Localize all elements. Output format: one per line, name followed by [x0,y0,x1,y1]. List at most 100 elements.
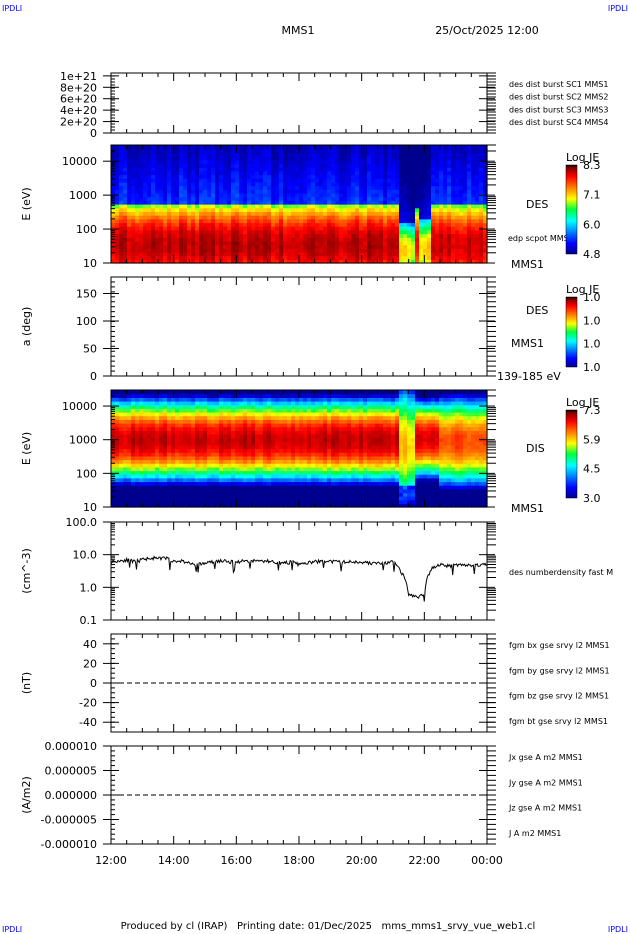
spectrogram-cell [467,259,472,264]
spectrogram-cell [471,181,476,187]
spectrogram-cell [147,222,152,227]
spectrogram-cell [219,422,224,428]
spectrogram-cell [139,255,144,260]
spectrogram-cell [447,200,452,205]
spectrogram-cell [287,248,292,253]
spectrogram-cell [355,233,360,238]
spectrogram-cell [427,248,432,253]
spectrogram-cell [375,229,380,235]
spectrogram-cell [263,390,268,395]
spectrogram-cell [119,251,124,257]
spectrogram-cell [211,240,216,246]
spectrogram-cell [119,255,124,260]
spectrogram-cell [111,218,116,224]
spectrogram-cell [455,174,460,179]
spectrogram-cell [295,167,300,172]
spectrogram-cell [299,499,304,504]
spectrogram-cell [311,496,316,501]
spectrogram-cell [199,411,204,417]
spectrogram-cell [199,448,204,453]
spectrogram-cell [279,181,284,187]
spectrogram-cell [327,226,332,231]
spectrogram-cell [231,251,236,257]
spectrogram-cell [131,251,136,257]
spectrogram-cell [267,393,272,398]
spectrogram-cell [483,185,488,190]
spectrogram-cell [131,148,136,153]
spectrogram-cell [259,481,264,486]
spectrogram-cell [191,496,196,501]
spectrogram-cell [183,463,188,468]
spectrogram-cell [155,466,160,472]
spectrogram-cell [287,185,292,190]
spectrogram-cell [267,448,272,453]
spectrogram-cell [363,237,368,242]
spectrogram-cell [363,148,368,153]
spectrogram-cell [115,170,120,176]
spectrogram-cell [355,251,360,257]
spectrogram-cell [239,163,244,168]
spectrogram-cell [183,437,188,442]
spectrogram-cell [183,401,188,406]
spectrogram-cell [343,240,348,246]
spectrogram-cell [379,167,384,172]
spectrogram-cell [171,167,176,172]
spectrogram-cell [303,415,308,420]
spectrogram-cell [175,248,180,253]
spectrogram-cell [251,422,256,428]
spectrogram-cell [263,463,268,468]
spectrogram-cell [175,470,180,475]
spectrogram-cell [171,488,176,493]
spectrogram-cell [215,251,220,257]
spectrogram-cell [255,170,260,176]
spectrogram-cell [111,419,116,424]
spectrogram-cell [307,181,312,187]
spectrogram-cell [267,437,272,442]
spectrogram-cell [407,207,412,212]
spectrogram-cell [347,178,352,183]
spectrogram-cell [395,248,400,253]
spectrogram-cell [163,159,168,165]
spectrogram-cell [443,222,448,227]
spectrogram-cell [255,167,260,172]
spectrogram-cell [195,248,200,253]
spectrogram-cell [483,189,488,194]
spectrogram-cell [255,492,260,497]
spectrogram-cell [267,455,272,461]
spectrogram-cell [111,189,116,194]
spectrogram-cell [271,481,276,486]
spectrogram-cell [263,444,268,450]
spectrogram-cell [339,185,344,190]
spectrogram-cell [167,218,172,224]
spectrogram-cell [235,485,240,490]
spectrogram-cell [339,244,344,249]
spectrogram-cell [223,444,228,450]
spectrogram-cell [355,211,360,216]
spectrogram-cell [119,441,124,446]
spectrogram-cell [179,189,184,194]
spectrogram-cell [155,430,160,435]
spectrogram-cell [407,218,412,224]
spectrogram-cell [119,411,124,417]
spectrogram-cell [451,170,456,176]
spectrogram-cell [263,240,268,246]
spectrogram-cell [395,215,400,220]
spectrogram-cell [335,192,340,198]
spectrogram-cell [443,159,448,165]
spectrogram-cell [203,222,208,227]
spectrogram-cell [247,481,252,486]
spectrogram-cell [119,148,124,153]
spectrogram-cell [255,163,260,168]
spectrogram-cell [363,226,368,231]
spectrogram-cell [211,455,216,461]
spectrogram-cell [247,470,252,475]
spectrogram-cell [375,196,380,201]
spectrogram-cell [235,259,240,264]
spectrogram-cell [275,485,280,490]
spectrogram-cell [223,229,228,235]
spectrogram-cell [327,251,332,257]
spectrogram-cell [115,477,120,483]
spectrogram-cell [155,404,160,409]
spectrogram-cell [271,448,276,453]
